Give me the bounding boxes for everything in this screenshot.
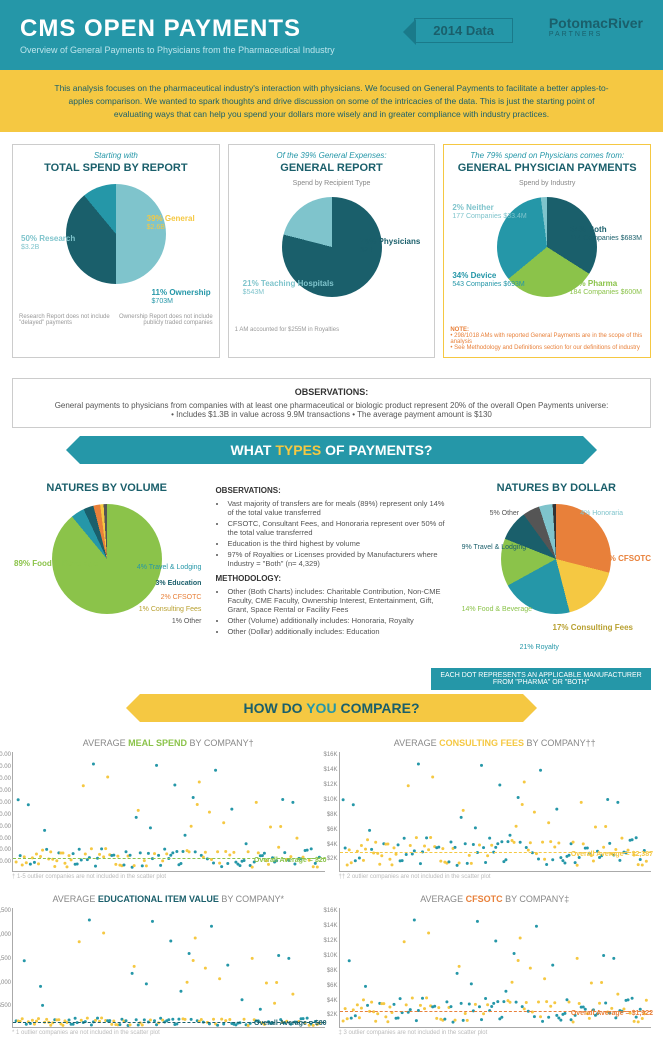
obs-text: General payments to physicians from comp…: [21, 401, 642, 410]
scatter-plot: $16K$14K$12K$10K$8K$6K$4K$2K Overall Ave…: [339, 908, 652, 1028]
types-banner: WHAT TYPES OF PAYMENTS?: [80, 436, 583, 464]
meth-item: Other (Dollar) additionally includes: Ed…: [227, 627, 447, 636]
meth-item: Other (Both Charts) includes: Charitable…: [227, 587, 447, 614]
logo: PotomacRiver PARTNERS: [549, 15, 643, 38]
nat-title: NATURES BY VOLUME: [10, 482, 203, 494]
dot-legend: EACH DOT REPRESENTS AN APPLICABLE MANUFA…: [431, 668, 651, 690]
page-subtitle: Overview of General Payments to Physicia…: [20, 45, 643, 55]
obs-item: Vast majority of transfers are for meals…: [227, 499, 447, 517]
pie-sub: Spend by Recipient Type: [235, 180, 429, 187]
scatter-grid: AVERAGE MEAL SPEND BY COMPANY† $200.00$1…: [0, 726, 663, 1048]
types-observations: OBSERVATIONS: Vast majority of transfers…: [215, 482, 447, 654]
obs-heading: OBSERVATIONS:: [21, 387, 642, 397]
intro-text: This analysis focuses on the pharmaceuti…: [0, 70, 663, 132]
meth-item: Other (Volume) additionally includes: Ho…: [227, 616, 447, 625]
header: CMS OPEN PAYMENTS Overview of General Pa…: [0, 0, 663, 70]
pie-chart: 79% Physicians$2B 21% Teaching Hospitals…: [235, 197, 429, 327]
logo-name: PotomacRiver: [549, 15, 643, 31]
pie-title: GENERAL PHYSICIAN PAYMENTS: [450, 162, 644, 174]
scatter-plot: $2,500$2,000$1,500$1,000$500 Overall Ave…: [12, 908, 325, 1028]
obs-text: • Includes $1.3B in value across 9.9M tr…: [21, 410, 642, 419]
pie-head: Starting with: [19, 151, 213, 160]
scatter-plot: $16K$14K$12K$10K$8K$6K$4K$2K Overall Ave…: [339, 752, 652, 872]
natures-dollar: NATURES BY DOLLAR 29% CFSOTC 17% Consult…: [460, 482, 653, 654]
scatter-plot: $200.00$180.00$160.00$140.00$120.00$100.…: [12, 752, 325, 872]
obs-heading: OBSERVATIONS:: [215, 486, 447, 495]
natures-volume: NATURES BY VOLUME 89% Food & Beverage 4%…: [10, 482, 203, 654]
pie-sub: Spend by Industry: [450, 180, 644, 187]
footnote: 1 AM accounted for $255M in Royalties: [235, 327, 429, 333]
nat-title: NATURES BY DOLLAR: [460, 482, 653, 494]
scatter-footnote: * 1 outlier companies are not included i…: [12, 1030, 325, 1036]
compare-banner: HOW DO YOU COMPARE?: [140, 694, 523, 722]
data-year-badge: 2014 Data: [414, 18, 513, 43]
pie-chart: 34% Both114 Companies $683M 30% Pharma18…: [450, 197, 644, 327]
pie-head: Of the 39% General Expenses:: [235, 151, 429, 160]
scatter-footnote: ‡ 3 outlier companies are not included i…: [339, 1030, 652, 1036]
observations-box: OBSERVATIONS: General payments to physic…: [12, 378, 651, 428]
pie-title: TOTAL SPEND BY REPORT: [19, 162, 213, 174]
pie-card-physician: The 79% spend on Physicians comes from: …: [443, 144, 651, 358]
obs-item: CFSOTC, Consultant Fees, and Honoraria r…: [227, 519, 447, 537]
obs-item: 97% of Royalties or Licenses provided by…: [227, 550, 447, 568]
pie-card-total: Starting with TOTAL SPEND BY REPORT 50% …: [12, 144, 220, 358]
pie-title: GENERAL REPORT: [235, 162, 429, 174]
logo-tag: PARTNERS: [549, 31, 643, 38]
obs-item: Education is the third highest by volume: [227, 539, 447, 548]
scatter-edu: AVERAGE EDUCATIONAL ITEM VALUE BY COMPAN…: [12, 894, 325, 1036]
footnote: Research Report does not include "delaye…: [19, 314, 113, 326]
meth-heading: METHODOLOGY:: [215, 574, 447, 583]
scatter-meal: AVERAGE MEAL SPEND BY COMPANY† $200.00$1…: [12, 738, 325, 880]
scatter-cfsotc: AVERAGE CFSOTC BY COMPANY‡ $16K$14K$12K$…: [339, 894, 652, 1036]
scatter-footnote: †† 2 outlier companies are not included …: [339, 874, 652, 880]
pie-row: Starting with TOTAL SPEND BY REPORT 50% …: [0, 132, 663, 370]
scatter-footnote: † 1-5 outlier companies are not included…: [12, 874, 325, 880]
pie-head: The 79% spend on Physicians comes from:: [450, 151, 644, 160]
pie-card-general: Of the 39% General Expenses: GENERAL REP…: [228, 144, 436, 358]
footnote: Ownership Report does not include public…: [119, 314, 213, 326]
pie-chart: 50% Research$3.2B 39% General$2.6B 11% O…: [19, 184, 213, 314]
scatter-consult: AVERAGE CONSULTING FEES BY COMPANY†† $16…: [339, 738, 652, 880]
types-row: NATURES BY VOLUME 89% Food & Beverage 4%…: [0, 472, 663, 664]
